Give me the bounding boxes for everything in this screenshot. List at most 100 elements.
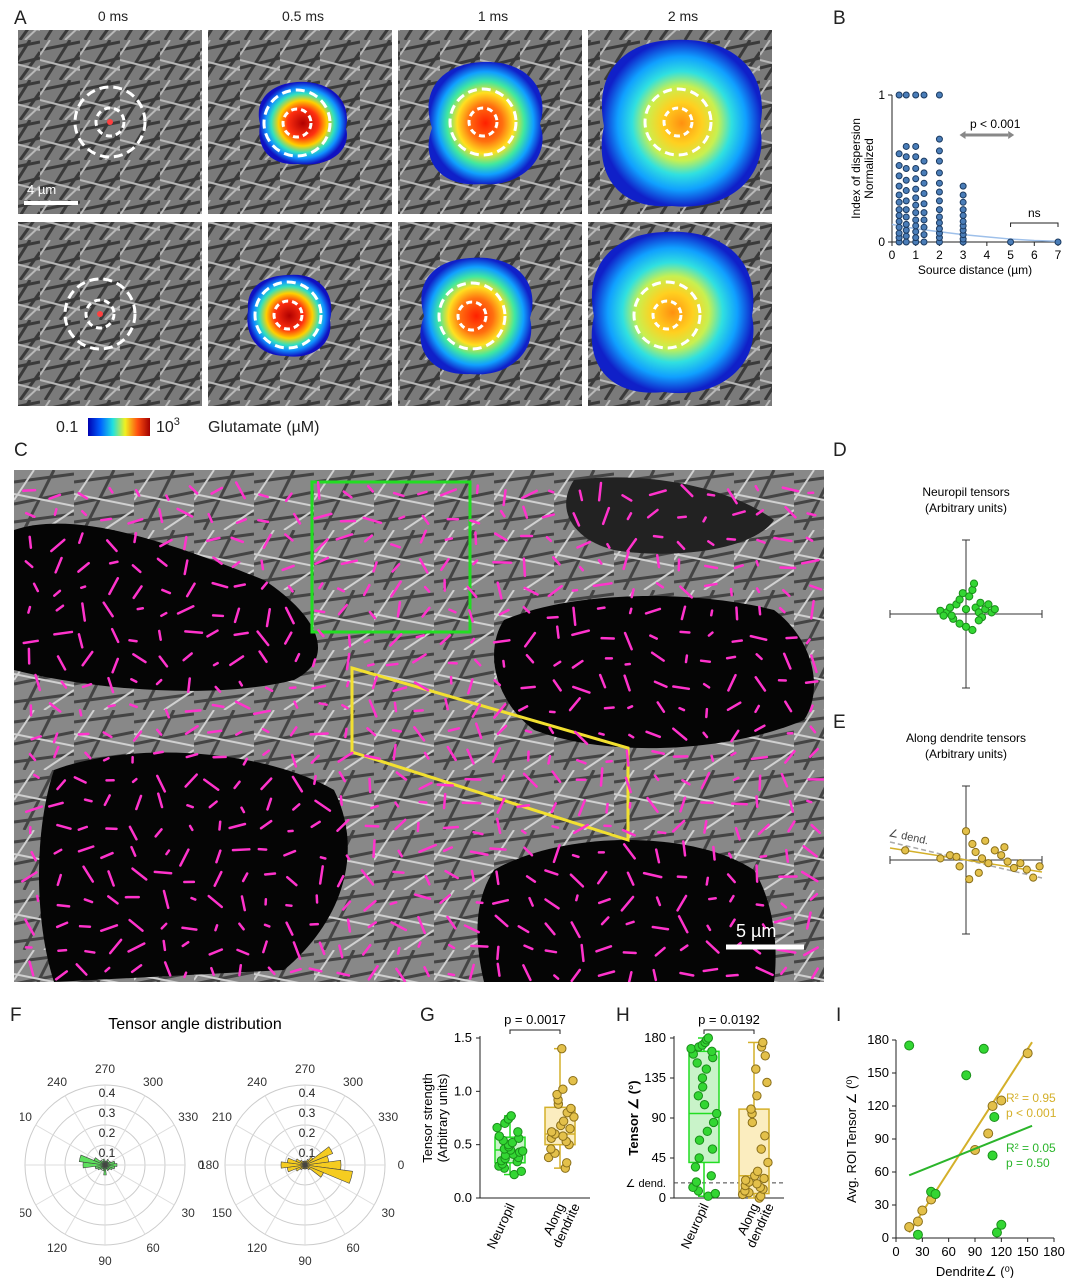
data-point bbox=[558, 1084, 568, 1094]
tensor-vector bbox=[672, 685, 691, 691]
data-point bbox=[902, 213, 910, 221]
tensor-vector bbox=[292, 941, 302, 960]
tensor-vector bbox=[571, 659, 584, 669]
tensor-vector bbox=[395, 771, 408, 781]
tensor-vector bbox=[73, 776, 87, 784]
tensor-vector bbox=[372, 561, 378, 573]
tensor-vector bbox=[544, 898, 560, 910]
tensor-vector bbox=[152, 750, 164, 755]
time-label-1: 0.5 ms bbox=[281, 8, 324, 24]
tensor-vector bbox=[700, 771, 711, 790]
tensor-vector bbox=[492, 702, 507, 719]
data-point bbox=[751, 1064, 761, 1074]
time-label-2: 1 ms bbox=[477, 8, 509, 24]
tensor-vector bbox=[680, 484, 694, 498]
x-tick-label: 0 bbox=[889, 248, 896, 262]
tensor-vector bbox=[389, 901, 398, 906]
tensor-vector bbox=[413, 681, 430, 692]
r-tick-label: 0.1 bbox=[299, 1146, 316, 1160]
tensor-vector bbox=[729, 918, 736, 928]
angle-label: 30 bbox=[181, 1206, 195, 1220]
data-point bbox=[1029, 873, 1038, 882]
tensor-vector bbox=[494, 914, 509, 928]
tensor-vector bbox=[576, 540, 591, 549]
tensor-vector bbox=[415, 634, 426, 639]
data-point bbox=[912, 175, 920, 183]
polar-spoke bbox=[104, 1164, 146, 1235]
tensor-vector bbox=[802, 845, 818, 858]
tensor-vector bbox=[463, 924, 480, 934]
tensor-vector bbox=[572, 606, 577, 627]
tensor-vector bbox=[236, 948, 250, 956]
tensor-vector bbox=[754, 704, 761, 714]
tensor-vector bbox=[156, 792, 164, 809]
angle-label: 330 bbox=[378, 1110, 398, 1124]
data-point bbox=[991, 1227, 1002, 1238]
tensor-vector bbox=[77, 732, 90, 736]
tensor-vector bbox=[132, 653, 147, 664]
tensor-vector bbox=[623, 674, 631, 692]
tensor-vector bbox=[190, 896, 197, 901]
tensor-vector bbox=[363, 899, 377, 912]
tensor-vector bbox=[732, 776, 740, 782]
tensor-vector bbox=[447, 727, 461, 733]
data-point bbox=[904, 1222, 915, 1232]
tensor-vector bbox=[368, 699, 378, 718]
tensor-vector bbox=[261, 727, 270, 734]
data-point bbox=[699, 1099, 710, 1110]
data-point bbox=[752, 1179, 762, 1189]
tensor-vector bbox=[57, 948, 68, 952]
tensor-vector bbox=[528, 896, 534, 907]
tensor-vector bbox=[287, 585, 294, 593]
tensor-vector bbox=[211, 581, 229, 589]
data-point bbox=[895, 212, 903, 220]
tensor-vector bbox=[626, 512, 633, 521]
tensor-vector bbox=[284, 533, 294, 542]
data-point bbox=[974, 616, 983, 625]
data-point bbox=[1003, 857, 1012, 866]
tensor-vector bbox=[545, 535, 553, 543]
tensor-vector bbox=[56, 823, 72, 830]
tensor-vector bbox=[496, 797, 506, 814]
data-point bbox=[920, 179, 928, 187]
angle-label: 240 bbox=[47, 1075, 67, 1089]
tensor-vector bbox=[749, 634, 768, 641]
tensor-vector bbox=[597, 970, 616, 977]
y-tick-label: 45 bbox=[652, 1150, 666, 1165]
polar-bar bbox=[280, 1161, 306, 1169]
tensor-vector bbox=[21, 488, 37, 493]
tensor-vector bbox=[706, 493, 716, 497]
tensor-vector bbox=[362, 516, 383, 525]
tensor-vector bbox=[498, 608, 510, 616]
tensor-vector bbox=[311, 658, 317, 668]
panel-a-images: 4 µm 0.1 103 Glutamate (µM) bbox=[18, 30, 772, 436]
y-tick-label: 0 bbox=[659, 1190, 666, 1205]
tensor-vector bbox=[285, 903, 293, 908]
data-point bbox=[492, 1122, 502, 1133]
tensor-vector bbox=[366, 663, 375, 667]
tensor-vector bbox=[80, 510, 88, 517]
data-point bbox=[990, 605, 999, 614]
tensor-vector bbox=[466, 585, 478, 599]
tensor-vector bbox=[606, 542, 611, 549]
tensor-vector bbox=[676, 894, 688, 912]
tensor-vector bbox=[165, 849, 171, 856]
tensor-vector bbox=[416, 821, 420, 833]
tensor-vector bbox=[53, 507, 58, 517]
time-label-0: 0 ms bbox=[97, 8, 129, 24]
chart-title: Along dendrite tensors bbox=[906, 731, 1026, 745]
tensor-vector bbox=[413, 709, 424, 713]
data-point bbox=[912, 201, 920, 209]
data-point bbox=[546, 1127, 557, 1137]
r2-label: R² = 0.95 bbox=[1006, 1091, 1056, 1105]
tensor-vector bbox=[730, 802, 749, 806]
tensor-vector bbox=[309, 732, 329, 736]
tensor-vector bbox=[785, 848, 790, 863]
tensor-vector bbox=[108, 577, 120, 596]
data-point bbox=[912, 209, 920, 217]
tensor-vector bbox=[396, 946, 401, 955]
tensor-vector bbox=[258, 650, 268, 664]
data-point bbox=[902, 197, 910, 205]
tensor-vector bbox=[679, 944, 689, 952]
tensor-vector bbox=[267, 966, 276, 976]
